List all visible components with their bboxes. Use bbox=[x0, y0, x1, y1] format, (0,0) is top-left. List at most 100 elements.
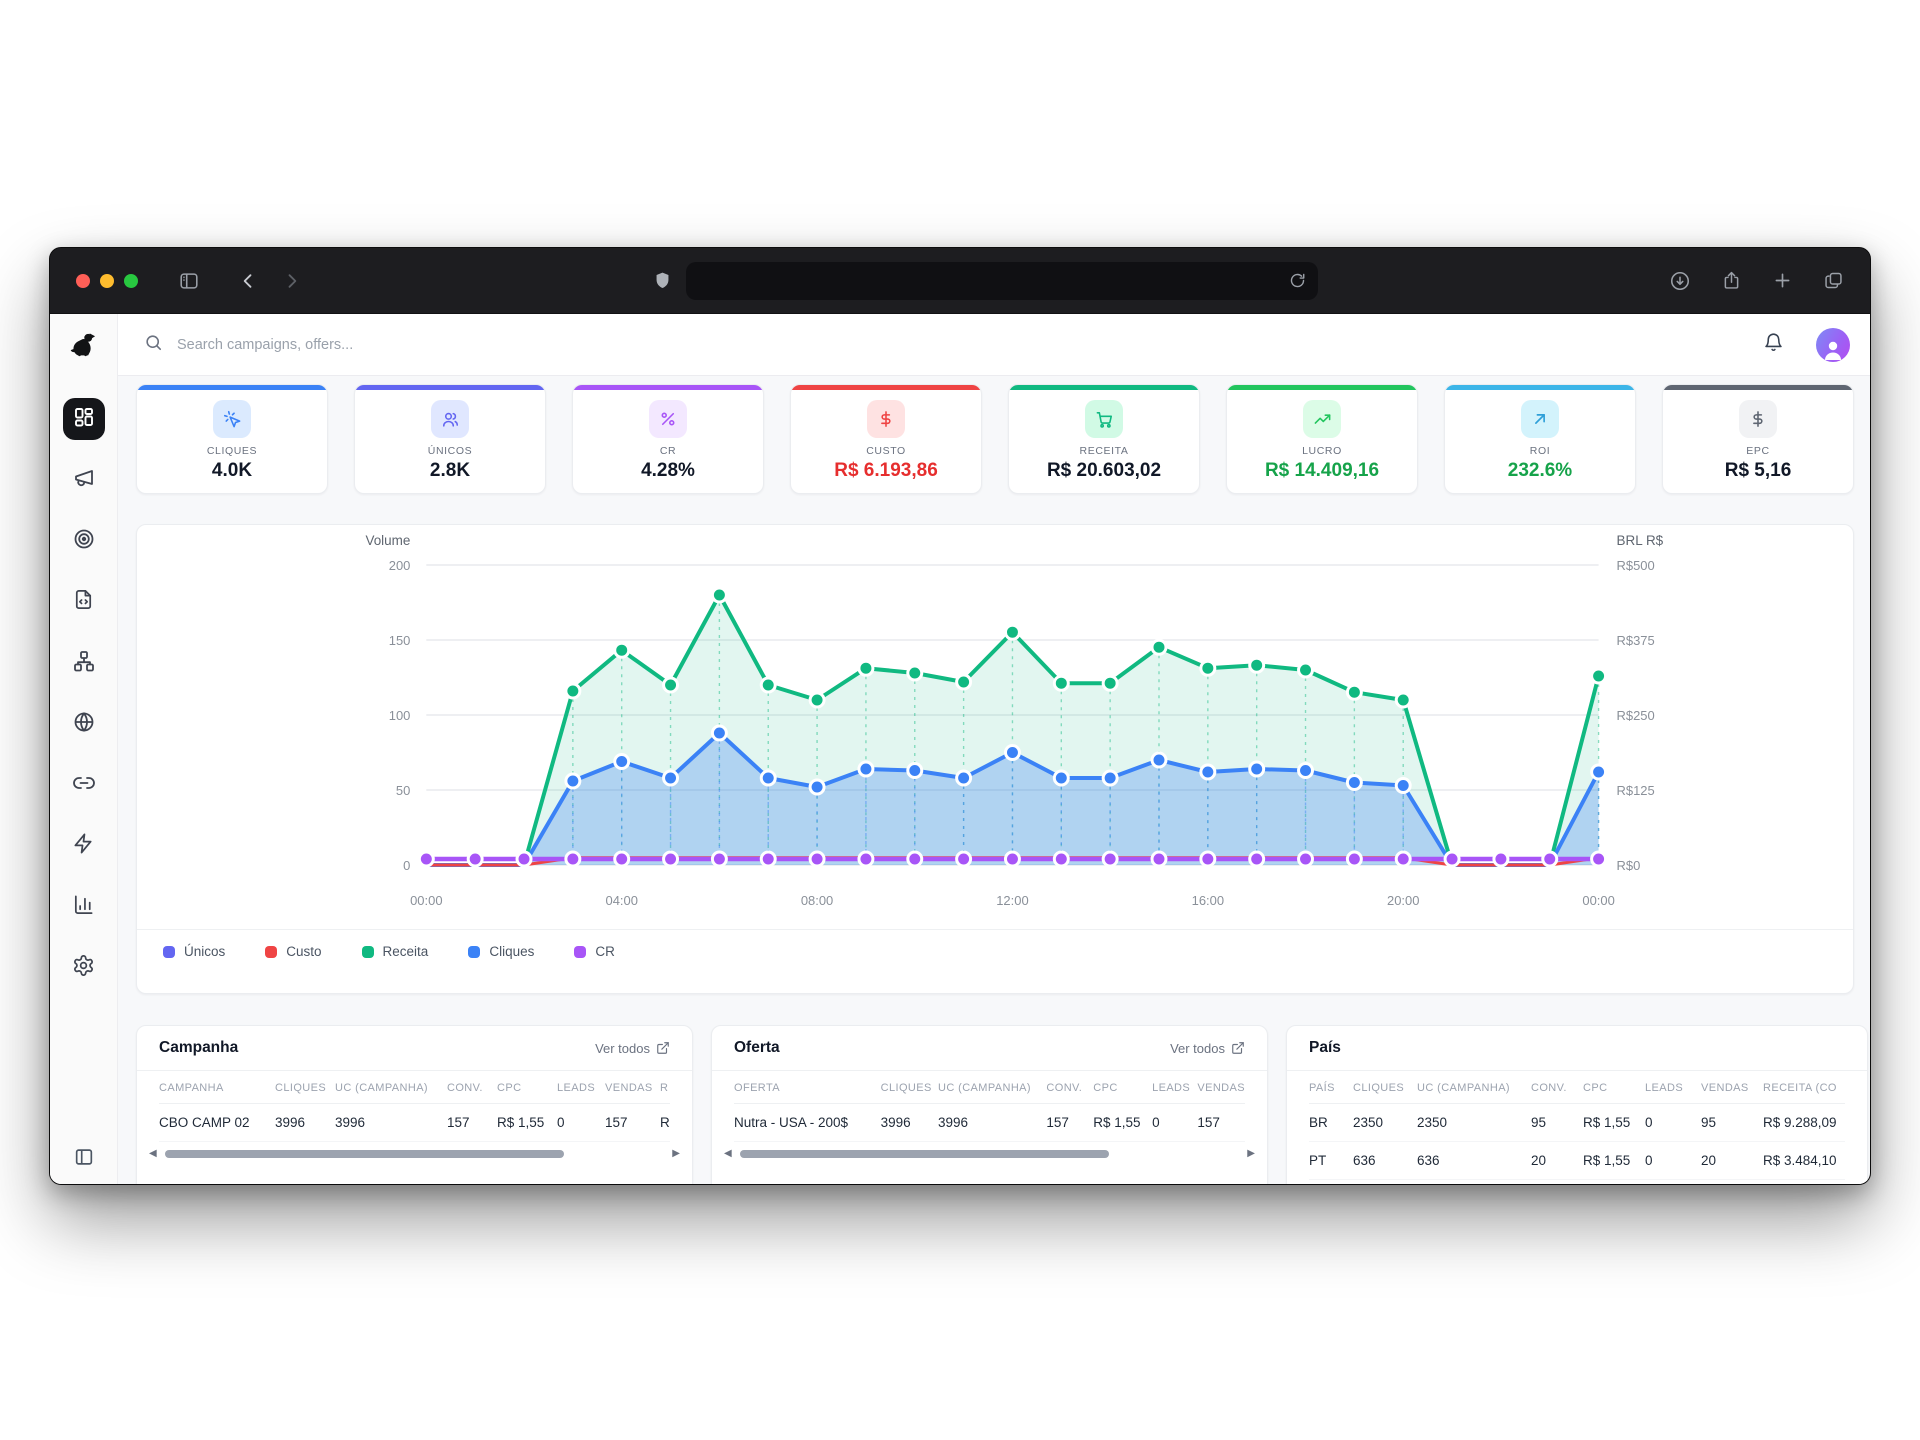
trending-up-icon bbox=[1303, 400, 1341, 438]
campanha-table: CAMPANHA CLIQUES UC (CAMPANHA) CONV. CPC LEAD… bbox=[159, 1071, 670, 1142]
kpi-row: CLIQUES 4.0K ÚNICOS 2.8K bbox=[136, 384, 1854, 494]
user-avatar[interactable] bbox=[1816, 327, 1850, 362]
volume-chart-svg: 0 R$0 50 R$125 100 R$250 150 R$375 200 R$500 Volum… bbox=[365, 533, 1663, 908]
reload-icon[interactable] bbox=[1289, 272, 1306, 289]
legend-label: Custo bbox=[286, 944, 322, 959]
file-code-icon bbox=[72, 588, 95, 616]
url-bar[interactable] bbox=[686, 261, 1318, 300]
hierarchy-icon bbox=[72, 649, 96, 678]
kpi-label: RECEITA bbox=[1079, 445, 1129, 457]
dashboard-content: CLIQUES 4.0K ÚNICOS 2.8K bbox=[118, 376, 1870, 1184]
notifications-bell-icon[interactable] bbox=[1763, 332, 1784, 358]
privacy-shield-icon[interactable] bbox=[653, 270, 672, 291]
legend-swatch bbox=[265, 945, 278, 958]
sidebar-item-automation[interactable] bbox=[63, 825, 105, 867]
legend-swatch bbox=[361, 945, 374, 958]
sidebar-item-links[interactable] bbox=[63, 764, 105, 806]
sidebar-item-reports[interactable] bbox=[63, 886, 105, 928]
search-input[interactable] bbox=[177, 336, 1749, 353]
legend-label: Cliques bbox=[489, 944, 535, 959]
table-row[interactable]: Nutra - USA - 200$ 3996 3996 157 R$ 1,55 0 157 bbox=[734, 1103, 1245, 1142]
kpi-value: R$ 5,16 bbox=[1724, 460, 1792, 481]
kpi-accent-bar bbox=[355, 385, 545, 390]
svg-text:R$500: R$500 bbox=[1617, 558, 1655, 573]
horizontal-scrollbar[interactable]: ◀ ▶ bbox=[712, 1142, 1267, 1159]
scrollbar-track[interactable] bbox=[739, 1150, 1240, 1158]
external-link-icon bbox=[1232, 1042, 1244, 1054]
tab-overview-icon[interactable] bbox=[1823, 270, 1844, 291]
globe-icon bbox=[72, 710, 96, 739]
close-window-button[interactable] bbox=[76, 273, 90, 288]
svg-text:R$375: R$375 bbox=[1617, 633, 1655, 648]
table-row[interactable]: PT 636 636 20 R$ 1,55 0 20 R$ 3.484,10 bbox=[1309, 1141, 1845, 1180]
pais-title: País bbox=[1309, 1039, 1341, 1056]
downloads-icon[interactable] bbox=[1669, 270, 1691, 292]
url-input[interactable] bbox=[698, 272, 1289, 289]
kpi-accent-bar bbox=[1663, 385, 1853, 390]
legend-item-cr[interactable]: CR bbox=[574, 944, 615, 959]
back-button[interactable] bbox=[238, 271, 258, 291]
sidebar-item-settings[interactable] bbox=[63, 947, 105, 989]
kpi-label: CR bbox=[659, 445, 677, 457]
table-row[interactable]: BR 2350 2350 95 R$ 1,55 0 95 R$ 9.288,09 bbox=[1309, 1103, 1845, 1142]
link-label: Ver todos bbox=[1170, 1040, 1225, 1056]
kpi-value: 4.28% bbox=[641, 460, 695, 481]
svg-text:20:00: 20:00 bbox=[1387, 893, 1419, 908]
table-row[interactable]: CBO CAMP 02 3996 3996 157 R$ 1,55 0 157 R bbox=[159, 1103, 670, 1142]
sidebar-item-funnels[interactable] bbox=[63, 642, 105, 684]
legend-swatch bbox=[163, 945, 175, 958]
campanha-ver-todos-link[interactable]: Ver todos bbox=[595, 1041, 670, 1056]
legend-item-custo[interactable]: Custo bbox=[265, 944, 322, 959]
legend-item-cliques[interactable]: Cliques bbox=[468, 944, 534, 959]
zoom-window-button[interactable] bbox=[124, 273, 138, 288]
oferta-table: OFERTA CLIQUES UC (CAMPANHA) CONV. CPC LEADS V… bbox=[734, 1071, 1245, 1142]
kpi-card-receita: RECEITA R$ 20.603,02 bbox=[1008, 384, 1200, 494]
oferta-title: Oferta bbox=[734, 1039, 780, 1056]
kpi-card-cr: CR 4.28% bbox=[572, 384, 764, 494]
scrollbar-track[interactable] bbox=[164, 1150, 665, 1158]
horizontal-scrollbar[interactable]: ◀ ▶ bbox=[137, 1142, 692, 1159]
legend-item-receita[interactable]: Receita bbox=[361, 944, 428, 959]
svg-text:100: 100 bbox=[389, 708, 411, 723]
target-icon bbox=[72, 527, 96, 556]
sidebar-item-campaigns[interactable] bbox=[63, 459, 105, 501]
scroll-right-arrow[interactable]: ▶ bbox=[1247, 1148, 1255, 1159]
svg-text:00:00: 00:00 bbox=[410, 893, 442, 908]
oferta-ver-todos-link[interactable]: Ver todos bbox=[1170, 1041, 1245, 1056]
browser-sidebar-toggle-icon[interactable] bbox=[178, 270, 200, 292]
sidebar-item-dashboard[interactable] bbox=[62, 398, 105, 440]
oferta-card: Oferta Ver todos OFERTA CLIQUES UC (CAMPAN… bbox=[711, 1025, 1268, 1184]
bar-chart-icon bbox=[72, 893, 95, 921]
new-tab-icon[interactable] bbox=[1772, 270, 1793, 291]
scroll-right-arrow[interactable]: ▶ bbox=[672, 1148, 680, 1159]
forward-button[interactable] bbox=[282, 271, 302, 291]
legend-label: CR bbox=[595, 944, 615, 959]
app-logo-dog-icon[interactable] bbox=[69, 330, 99, 360]
browser-window: CLIQUES 4.0K ÚNICOS 2.8K bbox=[49, 247, 1871, 1185]
svg-text:150: 150 bbox=[389, 633, 411, 648]
zap-icon bbox=[72, 832, 95, 860]
campanha-title: Campanha bbox=[159, 1039, 239, 1056]
kpi-value: R$ 6.193,86 bbox=[834, 460, 938, 481]
minimize-window-button[interactable] bbox=[100, 273, 114, 288]
sidebar-rail bbox=[50, 314, 118, 1184]
percent-icon bbox=[649, 400, 687, 438]
scrollbar-thumb[interactable] bbox=[164, 1150, 565, 1158]
scrollbar-thumb[interactable] bbox=[739, 1150, 1110, 1158]
collapse-sidebar-button[interactable] bbox=[50, 1146, 117, 1168]
svg-text:12:00: 12:00 bbox=[996, 893, 1028, 908]
scroll-left-arrow[interactable]: ◀ bbox=[724, 1148, 732, 1159]
table-header-row: PAÍS CLIQUES UC (CAMPANHA) CONV. CPC LEADS VEN… bbox=[1309, 1071, 1845, 1104]
sidebar-item-domains[interactable] bbox=[63, 703, 105, 745]
kpi-card-lucro: LUCRO R$ 14.409,16 bbox=[1226, 384, 1418, 494]
kpi-card-unicos: ÚNICOS 2.8K bbox=[354, 384, 546, 494]
sidebar-item-landers[interactable] bbox=[63, 581, 105, 623]
sidebar-item-offers[interactable] bbox=[63, 520, 105, 562]
gear-icon bbox=[72, 954, 95, 982]
kpi-value: R$ 20.603,02 bbox=[1046, 460, 1162, 481]
share-icon[interactable] bbox=[1721, 270, 1742, 291]
global-search[interactable] bbox=[144, 333, 1749, 357]
volume-chart-card: 0 R$0 50 R$125 100 R$250 150 R$375 200 R$500 Volum… bbox=[136, 524, 1854, 994]
scroll-left-arrow[interactable]: ◀ bbox=[149, 1148, 157, 1159]
legend-item-unicos[interactable]: Únicos bbox=[163, 944, 225, 959]
